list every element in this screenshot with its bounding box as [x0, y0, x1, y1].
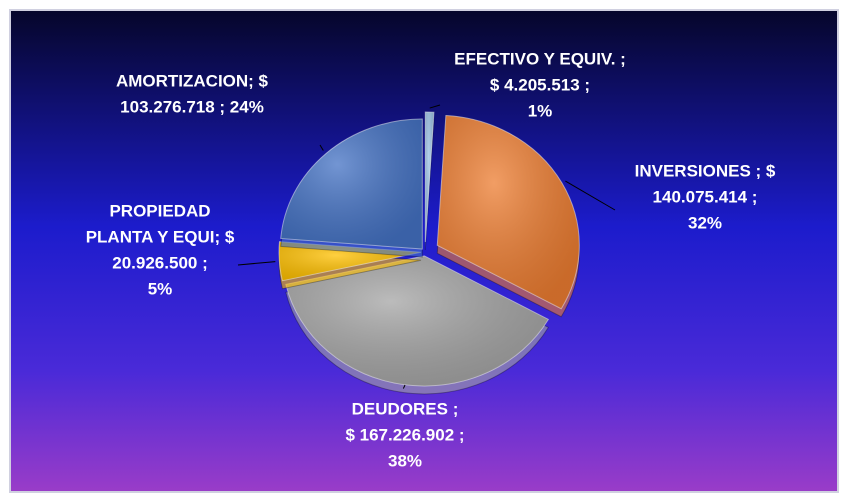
data-label: 140.075.414 ; [653, 187, 758, 206]
leader-line [237, 261, 276, 266]
plot-background [9, 9, 839, 493]
slice-shine [425, 112, 434, 243]
slice-shine [280, 119, 423, 250]
data-label: 38% [388, 451, 422, 470]
data-label: PROPIEDAD [109, 201, 210, 220]
leader-line [429, 104, 441, 109]
leader-line [319, 144, 324, 151]
data-label: $ 167.226.902 ; [345, 425, 464, 444]
leader-line [565, 180, 616, 211]
data-label: AMORTIZACION; $ [116, 71, 269, 90]
leader-line [402, 384, 406, 389]
data-label: $ 4.205.513 ; [490, 75, 590, 94]
data-label: 1% [528, 101, 553, 120]
data-label: 103.276.718 ; 24% [120, 97, 264, 116]
data-label: EFECTIVO Y EQUIV. ; [454, 49, 626, 68]
slice-shine [285, 255, 549, 386]
slice-shine [437, 115, 580, 309]
data-label: 32% [688, 213, 722, 232]
data-label: INVERSIONES ; $ [635, 161, 776, 180]
data-label: 5% [148, 279, 173, 298]
data-label: PLANTA Y EQUI; $ [86, 227, 235, 246]
data-label: 20.926.500 ; [112, 253, 207, 272]
data-label: DEUDORES ; [352, 399, 459, 418]
